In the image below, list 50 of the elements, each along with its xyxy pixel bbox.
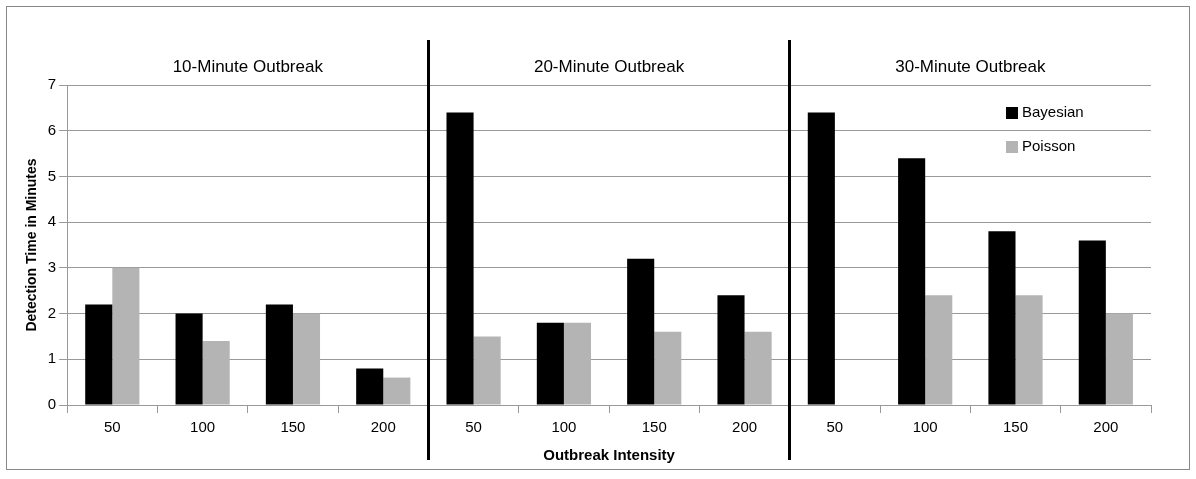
bar xyxy=(446,112,474,405)
bar xyxy=(175,313,203,405)
bar xyxy=(744,331,772,405)
y-axis-title: Detection Time in Minutes xyxy=(23,158,40,332)
bar xyxy=(898,158,926,405)
x-tick-label: 200 xyxy=(1093,418,1119,436)
legend-label: Poisson xyxy=(1022,137,1076,155)
x-tick-label: 150 xyxy=(280,418,306,436)
bar xyxy=(988,231,1016,405)
bar xyxy=(383,377,411,405)
bar xyxy=(1078,240,1106,405)
bar xyxy=(807,112,835,405)
x-tick-label: 200 xyxy=(370,418,396,436)
bar xyxy=(925,295,953,405)
bar xyxy=(473,336,501,405)
x-tick-label: 100 xyxy=(912,418,938,436)
legend-label: Bayesian xyxy=(1022,103,1084,121)
bar xyxy=(292,313,321,405)
bar xyxy=(1015,295,1043,405)
bar xyxy=(112,267,140,405)
x-tick-label: 100 xyxy=(551,418,577,436)
y-tick-label: 5 xyxy=(47,166,57,184)
y-tick-label: 6 xyxy=(47,120,57,138)
bar xyxy=(85,304,113,405)
text: 10-Minute Outbreak xyxy=(172,56,324,76)
bar xyxy=(654,331,682,405)
x-tick-label: 150 xyxy=(641,418,667,436)
y-tick-label: 1 xyxy=(47,349,57,367)
y-tick-label: 7 xyxy=(47,75,57,93)
y-tick-label: 0 xyxy=(47,395,57,413)
x-tick-label: 50 xyxy=(103,418,121,436)
y-tick-label: 3 xyxy=(47,258,57,275)
x-tick-label: 50 xyxy=(465,418,482,436)
bar xyxy=(717,295,745,405)
bar xyxy=(563,322,592,405)
x-tick-label: 100 xyxy=(190,418,216,436)
bar xyxy=(202,341,230,405)
y-tick-label: 2 xyxy=(47,303,57,321)
bar xyxy=(536,322,564,405)
text: 20-Minute Outbreak xyxy=(533,56,685,76)
x-axis-title: Outbreak Intensity xyxy=(543,446,676,464)
y-tick-label: 4 xyxy=(47,212,57,230)
bar xyxy=(356,368,384,405)
x-tick-label: 150 xyxy=(1003,418,1029,436)
bar xyxy=(1105,313,1133,405)
text: 30-Minute Outbreak xyxy=(895,56,1046,76)
x-tick-label: 50 xyxy=(826,418,844,436)
bar xyxy=(265,304,293,405)
x-tick-label: 200 xyxy=(732,418,758,436)
bar xyxy=(627,258,655,405)
